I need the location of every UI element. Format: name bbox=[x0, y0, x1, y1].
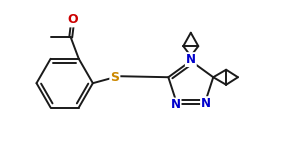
Text: N: N bbox=[171, 99, 181, 111]
Text: S: S bbox=[110, 71, 119, 84]
Text: N: N bbox=[186, 53, 196, 66]
Text: N: N bbox=[201, 97, 211, 110]
Text: O: O bbox=[68, 13, 78, 26]
